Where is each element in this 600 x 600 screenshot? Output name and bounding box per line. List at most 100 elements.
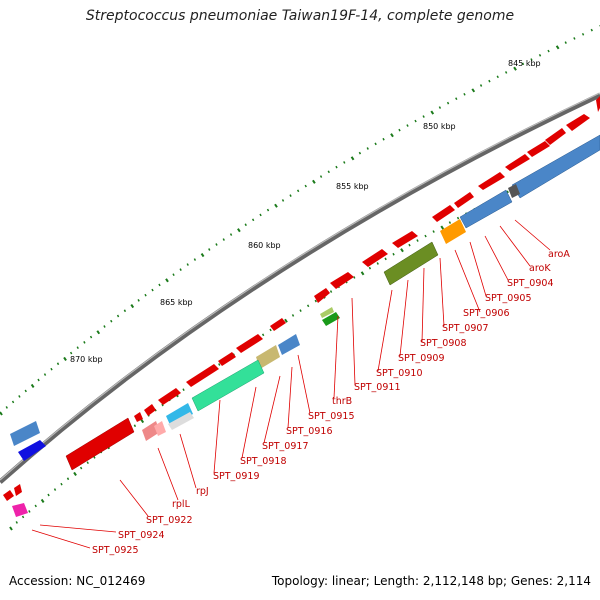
track-dot: [53, 488, 57, 491]
track-dot: [581, 32, 585, 36]
track-dot: [350, 156, 355, 161]
track-dot: [229, 233, 233, 236]
track-dot: [353, 276, 356, 279]
track-dot: [21, 515, 25, 519]
forward-strand-features: [3, 96, 600, 501]
track-dot: [343, 161, 346, 164]
cds-arrow: [596, 96, 600, 112]
track-dot: [79, 466, 83, 470]
track-dot: [455, 97, 458, 101]
tick-label: 845 kbp: [508, 59, 541, 68]
cds-arrow: [314, 288, 330, 303]
track-dot: [140, 419, 145, 424]
cds-arrow: [14, 484, 22, 496]
track-dot: [390, 133, 394, 138]
track-dot: [368, 266, 372, 270]
gene-label-rpj: rpJ: [196, 486, 209, 497]
scale-ticks: 845 kbp 850 kbp 855 kbp 860 kbp 865 kbp …: [70, 59, 541, 364]
track-dot: [590, 28, 593, 32]
track-dot: [86, 461, 89, 465]
track-dot: [366, 147, 369, 150]
cds-arrow: [566, 114, 590, 131]
gene-label-thrb: thrB: [332, 396, 352, 407]
track-dot: [432, 230, 435, 233]
track-dot: [446, 101, 450, 105]
track-dot: [9, 526, 13, 531]
gene-labels: [31, 219, 551, 549]
gene-label-aroa: aroA: [548, 249, 570, 260]
track-dot: [358, 151, 362, 155]
track-dot: [319, 175, 323, 178]
track-dot: [504, 71, 508, 74]
genome-backbone: [0, 92, 600, 484]
track-dot: [374, 142, 377, 146]
cds-arrow: [545, 128, 566, 145]
cds-arrow: [270, 318, 286, 331]
track-dot: [327, 170, 330, 174]
track-dot: [416, 239, 419, 242]
cds-arrow: [505, 154, 530, 171]
track-dot: [186, 263, 189, 266]
track-dot: [448, 221, 452, 224]
cds-arrow: [432, 205, 455, 222]
track-dot: [414, 119, 417, 123]
genome-stats-text: Topology: linear; Length: 2,112,148 bp; …: [271, 574, 591, 588]
gene-label: SPT_0919: [213, 471, 260, 482]
track-dot: [299, 309, 302, 312]
track-dot: [266, 208, 270, 212]
track-dot: [60, 482, 63, 486]
track-dot: [456, 216, 460, 220]
cds-arrow: [158, 388, 181, 405]
track-dot: [30, 383, 35, 389]
track-dot: [18, 395, 21, 398]
cds-arrow: [392, 231, 418, 248]
track-dot: [284, 318, 288, 323]
track-dot: [335, 165, 338, 169]
track-dot: [244, 223, 247, 227]
track-dot: [573, 37, 576, 40]
gene-label: SPT_0904: [507, 278, 554, 289]
gene-label: SPT_0908: [420, 338, 467, 349]
track-dot: [151, 288, 154, 292]
track-dot: [73, 471, 77, 476]
track-dot: [251, 218, 255, 222]
track-dot: [398, 128, 401, 132]
track-dot: [116, 314, 120, 318]
track-dot: [463, 92, 466, 96]
tick-label: 870 kbp: [70, 355, 103, 364]
track-dot: [488, 79, 491, 83]
gene-label: SPT_0906: [463, 308, 510, 319]
track-dot: [291, 314, 295, 317]
track-dot: [200, 252, 205, 258]
track-dot: [360, 271, 365, 276]
track-dot: [329, 290, 333, 293]
track-dot: [530, 58, 533, 61]
track-dot: [261, 333, 265, 337]
track-dot: [471, 88, 476, 93]
track-dot: [406, 124, 409, 127]
track-dot: [306, 304, 310, 308]
track-dot: [424, 234, 427, 238]
cds-arrow: [218, 352, 236, 366]
track-dot: [312, 179, 316, 184]
tick-label: 865 kbp: [160, 298, 193, 307]
gene-label: SPT_0917: [262, 441, 309, 452]
gene-label: SPT_0911: [354, 382, 401, 393]
track-dot: [89, 335, 93, 339]
cds-arrow: [527, 141, 550, 157]
track-dot: [281, 199, 285, 202]
track-dot: [479, 84, 483, 87]
cds-arrow: [478, 172, 505, 190]
track-dot: [28, 510, 31, 513]
track-dot: [15, 521, 18, 524]
track-dot: [382, 137, 385, 141]
track-dot: [110, 319, 113, 323]
gene-label: SPT_0905: [485, 293, 532, 304]
track-dot: [137, 299, 140, 302]
track-dot: [392, 252, 395, 256]
cds-arrow: [186, 364, 219, 387]
reverse-strand-features: [10, 134, 600, 517]
track-dot: [296, 189, 300, 193]
track-dot: [103, 325, 106, 328]
